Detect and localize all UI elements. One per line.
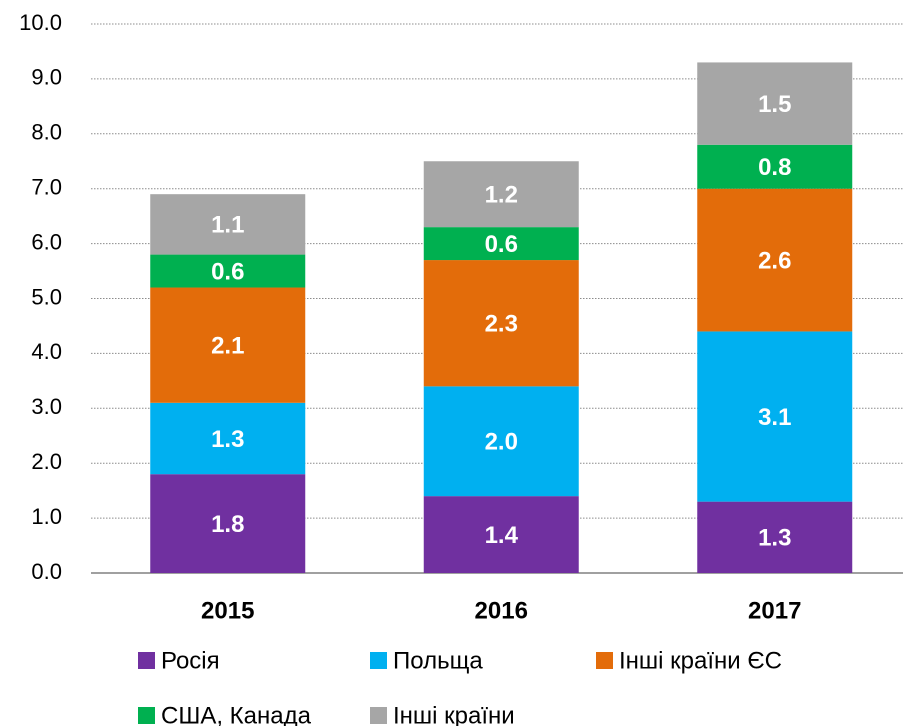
data-label: 1.1 xyxy=(211,212,244,239)
data-label: 1.3 xyxy=(211,426,244,453)
y-tick-label: 7.0 xyxy=(31,175,62,200)
y-tick-label: 5.0 xyxy=(31,284,62,309)
legend-swatch xyxy=(370,652,387,669)
legend-label: Росія xyxy=(161,647,220,674)
data-label: 1.5 xyxy=(758,91,791,118)
y-tick-label: 10.0 xyxy=(19,10,62,35)
y-tick-label: 4.0 xyxy=(31,339,62,364)
legend-swatch xyxy=(596,652,613,669)
y-tick-label: 2.0 xyxy=(31,449,62,474)
bar-segment xyxy=(423,386,579,497)
x-tick-label: 2017 xyxy=(748,597,801,624)
legend-swatch xyxy=(138,652,155,669)
data-label: 2.1 xyxy=(211,333,244,360)
data-label: 1.2 xyxy=(485,182,518,209)
data-label: 1.8 xyxy=(211,511,244,538)
legend-label: США, Канада xyxy=(161,702,312,726)
data-label: 0.6 xyxy=(485,231,518,258)
bar-segment xyxy=(423,227,579,261)
y-tick-label: 1.0 xyxy=(31,504,62,529)
data-label: 1.3 xyxy=(758,525,791,552)
data-label: 2.6 xyxy=(758,247,791,274)
bar-segment xyxy=(423,260,579,387)
bar-segment xyxy=(423,161,579,228)
bar-segment xyxy=(150,474,306,573)
y-tick-label: 8.0 xyxy=(31,120,62,145)
data-label: 1.4 xyxy=(485,522,519,549)
y-tick-label: 6.0 xyxy=(31,229,62,254)
legend-label: Інші країни ЄС xyxy=(619,647,782,674)
bar-segment xyxy=(697,501,853,573)
x-tick-label: 2015 xyxy=(201,597,254,624)
y-tick-label: 0.0 xyxy=(31,559,62,584)
bar-segment xyxy=(697,331,853,502)
data-label: 2.0 xyxy=(485,429,518,456)
bar-segment xyxy=(150,194,306,255)
data-label: 0.8 xyxy=(758,154,791,181)
legend-swatch xyxy=(370,707,387,724)
bar-segment xyxy=(423,496,579,573)
bar-segment xyxy=(150,287,306,403)
legend-label: Інші країни xyxy=(393,702,515,726)
bar-segment xyxy=(697,188,853,332)
y-tick-label: 9.0 xyxy=(31,65,62,90)
legend-swatch xyxy=(138,707,155,724)
data-label: 2.3 xyxy=(485,311,518,338)
data-label: 3.1 xyxy=(758,404,791,431)
bar-segment xyxy=(150,254,306,288)
data-label: 0.6 xyxy=(211,258,244,285)
legend-label: Польща xyxy=(393,647,483,674)
bar-segment xyxy=(150,402,306,475)
bar-segment xyxy=(697,144,853,189)
x-tick-label: 2016 xyxy=(475,597,528,624)
bar-segment xyxy=(697,62,853,145)
y-tick-label: 3.0 xyxy=(31,394,62,419)
